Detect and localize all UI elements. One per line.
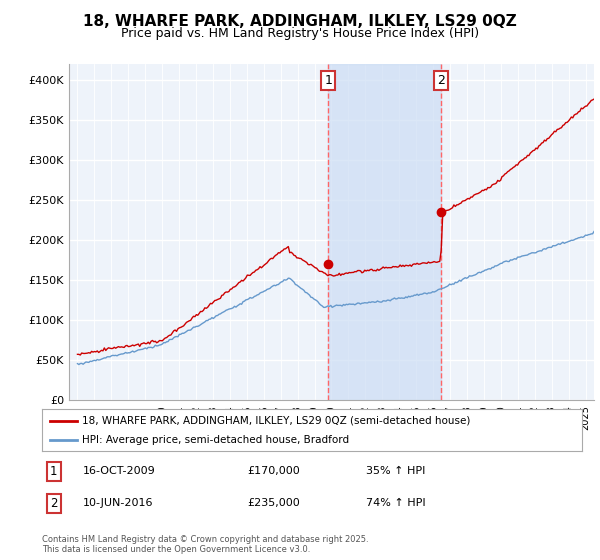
Text: 2: 2 xyxy=(437,74,445,87)
Text: 18, WHARFE PARK, ADDINGHAM, ILKLEY, LS29 0QZ: 18, WHARFE PARK, ADDINGHAM, ILKLEY, LS29… xyxy=(83,14,517,29)
Text: Price paid vs. HM Land Registry's House Price Index (HPI): Price paid vs. HM Land Registry's House … xyxy=(121,27,479,40)
Text: 16-OCT-2009: 16-OCT-2009 xyxy=(83,466,155,476)
Text: 18, WHARFE PARK, ADDINGHAM, ILKLEY, LS29 0QZ (semi-detached house): 18, WHARFE PARK, ADDINGHAM, ILKLEY, LS29… xyxy=(83,416,471,426)
Text: 1: 1 xyxy=(324,74,332,87)
Text: HPI: Average price, semi-detached house, Bradford: HPI: Average price, semi-detached house,… xyxy=(83,435,350,445)
Text: 2: 2 xyxy=(50,497,58,510)
Text: 35% ↑ HPI: 35% ↑ HPI xyxy=(366,466,425,476)
Text: Contains HM Land Registry data © Crown copyright and database right 2025.
This d: Contains HM Land Registry data © Crown c… xyxy=(42,535,368,554)
Bar xyxy=(328,64,441,400)
Text: £235,000: £235,000 xyxy=(247,498,300,508)
Text: 74% ↑ HPI: 74% ↑ HPI xyxy=(366,498,425,508)
Text: 10-JUN-2016: 10-JUN-2016 xyxy=(83,498,153,508)
Text: £170,000: £170,000 xyxy=(247,466,300,476)
Text: 1: 1 xyxy=(50,465,58,478)
